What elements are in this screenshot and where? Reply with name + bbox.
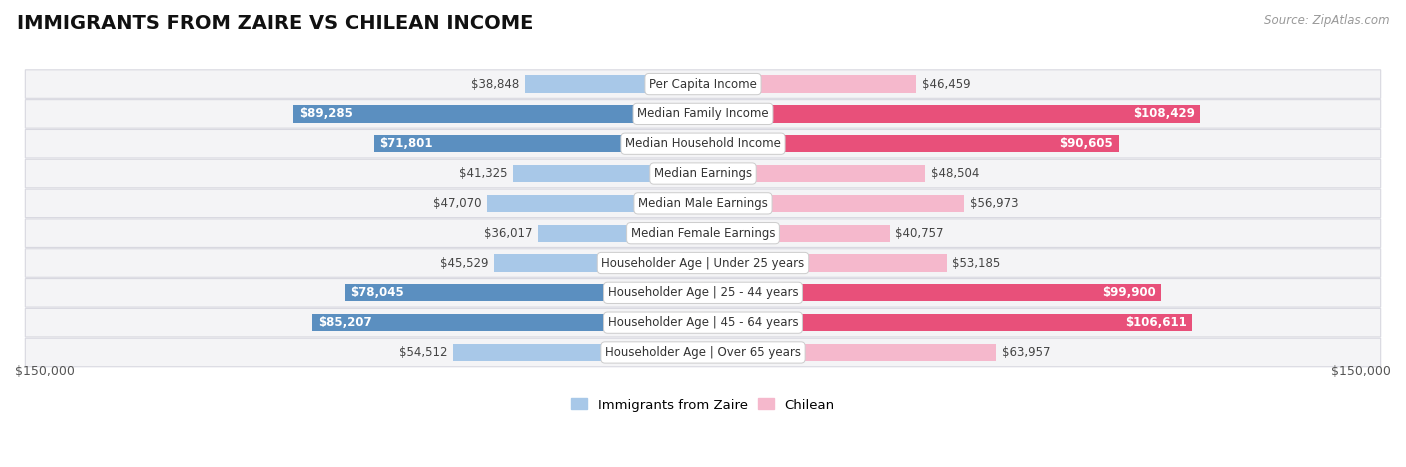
Bar [703,314,1192,331]
Text: $38,848: $38,848 [471,78,519,91]
Bar [703,344,997,361]
Text: Median Household Income: Median Household Income [626,137,780,150]
Text: $36,017: $36,017 [484,226,533,240]
Bar [703,105,1201,122]
Bar [703,195,965,212]
Text: $150,000: $150,000 [15,365,75,378]
Bar [703,135,1119,152]
Text: Per Capita Income: Per Capita Income [650,78,756,91]
FancyBboxPatch shape [25,219,1381,248]
FancyBboxPatch shape [25,189,1381,218]
Bar [524,75,703,93]
Text: $85,207: $85,207 [318,316,371,329]
FancyBboxPatch shape [25,308,1381,337]
Bar [703,284,1161,302]
Legend: Immigrants from Zaire, Chilean: Immigrants from Zaire, Chilean [567,393,839,417]
Text: $46,459: $46,459 [921,78,970,91]
Text: Householder Age | Over 65 years: Householder Age | Over 65 years [605,346,801,359]
Bar [703,75,917,93]
Bar [513,165,703,182]
FancyBboxPatch shape [25,129,1381,158]
Text: $47,070: $47,070 [433,197,482,210]
Bar [538,225,703,242]
Text: Source: ZipAtlas.com: Source: ZipAtlas.com [1264,14,1389,27]
Text: $106,611: $106,611 [1125,316,1187,329]
Text: Median Earnings: Median Earnings [654,167,752,180]
Text: $71,801: $71,801 [380,137,433,150]
Text: $63,957: $63,957 [1002,346,1050,359]
Bar [312,314,703,331]
Bar [486,195,703,212]
Text: $56,973: $56,973 [970,197,1018,210]
Text: Householder Age | 45 - 64 years: Householder Age | 45 - 64 years [607,316,799,329]
Text: $89,285: $89,285 [299,107,353,120]
FancyBboxPatch shape [25,249,1381,277]
Text: $40,757: $40,757 [896,226,943,240]
Bar [294,105,703,122]
Text: $90,605: $90,605 [1059,137,1114,150]
Text: $45,529: $45,529 [440,256,489,269]
Text: $54,512: $54,512 [399,346,447,359]
Text: $99,900: $99,900 [1102,286,1156,299]
Text: $48,504: $48,504 [931,167,980,180]
Text: $41,325: $41,325 [460,167,508,180]
FancyBboxPatch shape [25,279,1381,307]
Text: Median Male Earnings: Median Male Earnings [638,197,768,210]
Text: Median Family Income: Median Family Income [637,107,769,120]
Text: Householder Age | 25 - 44 years: Householder Age | 25 - 44 years [607,286,799,299]
FancyBboxPatch shape [25,338,1381,367]
Text: Householder Age | Under 25 years: Householder Age | Under 25 years [602,256,804,269]
Bar [374,135,703,152]
Text: IMMIGRANTS FROM ZAIRE VS CHILEAN INCOME: IMMIGRANTS FROM ZAIRE VS CHILEAN INCOME [17,14,533,33]
FancyBboxPatch shape [25,70,1381,99]
Text: $150,000: $150,000 [1331,365,1391,378]
Bar [344,284,703,302]
Bar [703,255,948,272]
Bar [494,255,703,272]
Bar [703,165,925,182]
Text: $78,045: $78,045 [350,286,405,299]
Bar [453,344,703,361]
Bar [703,225,890,242]
FancyBboxPatch shape [25,99,1381,128]
Text: $53,185: $53,185 [952,256,1001,269]
Text: $108,429: $108,429 [1133,107,1195,120]
FancyBboxPatch shape [25,159,1381,188]
Text: Median Female Earnings: Median Female Earnings [631,226,775,240]
